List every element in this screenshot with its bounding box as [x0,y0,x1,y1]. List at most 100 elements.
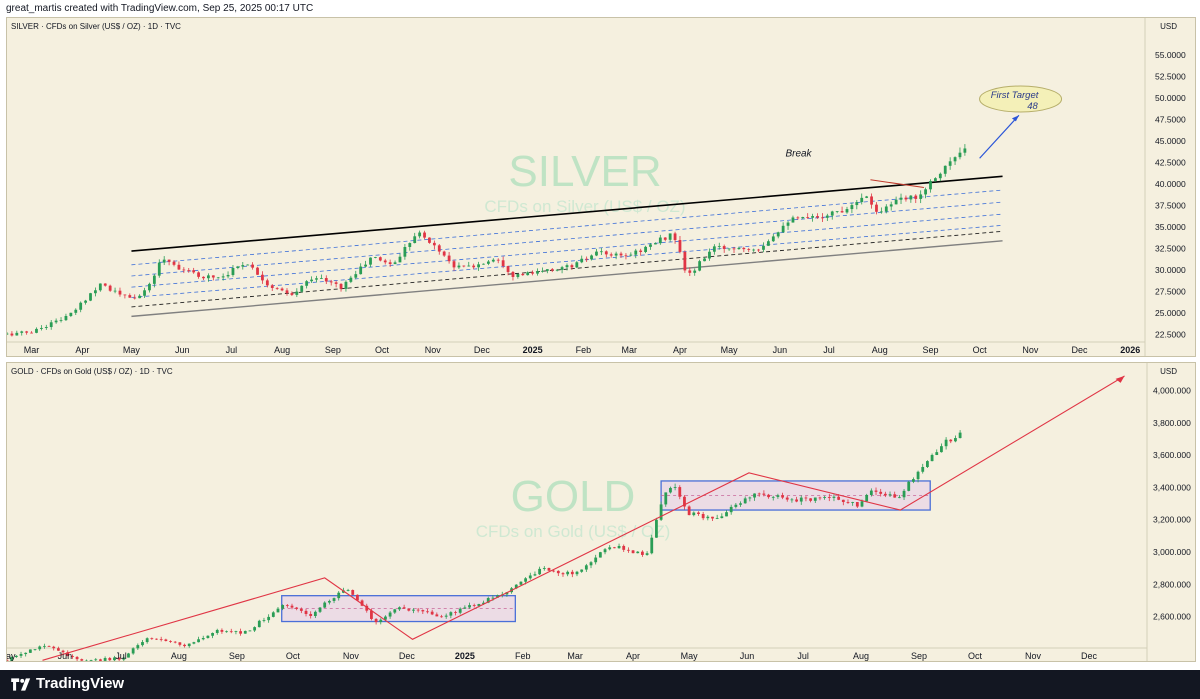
gold-time-tick-label: Oct [286,651,301,661]
candle-body [47,645,51,647]
gold-chart-svg[interactable]: GOLD CFDs on Gold (US$ / OZ) 4,000.000 3,… [7,363,1196,662]
gold-chart-pane[interactable]: GOLD · CFDs on Gold (US$ / OZ) · 1D · TV… [6,362,1196,662]
candle-body [44,327,48,328]
gold-currency-label: USD [1160,367,1177,376]
candle-body [143,290,146,296]
candle-body [835,211,839,212]
candle-body [644,246,647,253]
candle-body [634,250,638,255]
candle-body [678,240,682,252]
candle-body [413,236,417,244]
candle-body [851,502,855,503]
candle-body [949,439,953,442]
candle-body [781,225,785,233]
candle-body [729,506,733,513]
candle-body [344,281,348,289]
silver-time-tick-label: 2025 [523,345,543,355]
candle-body [187,270,191,271]
break-arrow [870,179,925,188]
candle-body [533,574,537,576]
candle-body [66,652,70,656]
candle-body [687,506,691,516]
candle-body [85,660,88,661]
candle-body [365,605,369,611]
silver-chart-title: SILVER · CFDs on Silver (US$ / OZ) · 1D … [11,22,181,31]
candle-body [781,495,784,498]
candle-body [276,608,280,613]
gold-time-axis[interactable]: May Jun Jul Aug Sep Oct Nov Dec 2025 Feb Mar Apr May… [7,651,1098,661]
candle-body [626,549,630,551]
candle-body [477,604,481,606]
candle-body [924,189,927,195]
candle-body [771,496,775,498]
gold-price-axis[interactable]: 4,000.000 3,800.000 3,600.000 3,400.000 3,20… [1153,385,1191,621]
candle-body [566,571,570,575]
candle-body [604,251,608,255]
candle-body [207,275,210,279]
candle-body [271,612,275,617]
candle-body [24,652,28,655]
silver-price-axis[interactable]: 55.0000 52.5000 50.0000 47.5000 45.0000 42.50… [1155,50,1186,339]
candle-body [192,270,196,273]
candle-body [940,446,943,453]
candle-body [603,549,607,553]
candle-body [162,259,166,263]
candle-body [211,632,214,636]
candle-body [919,194,923,199]
candle-body [458,608,462,613]
candle-body [659,504,663,520]
candle-body [827,496,831,498]
candle-body [622,545,626,550]
gold-tick-label: 4,000.000 [1153,385,1191,395]
candle-body [693,270,697,273]
candle-body [663,237,667,240]
gold-tick-label: 2,600.000 [1153,612,1191,622]
candle-body [790,499,794,501]
silver-chart-svg[interactable]: SILVER CFDs on Silver (US$ / OZ) Break F… [7,18,1196,357]
target-label: First Target [991,90,1039,101]
candle-body [354,274,358,278]
silver-chart-pane[interactable]: SILVER · CFDs on Silver (US$ / OZ) · 1D … [6,17,1196,357]
candle-body [388,612,392,617]
candle-body [785,497,789,500]
candle-body [457,265,461,268]
candle-body [295,607,299,609]
candle-body [206,635,210,639]
candle-body [103,283,107,286]
candle-body [472,605,476,606]
candle-body [80,659,84,661]
candle-body [801,217,805,219]
silver-tick-label: 52.5000 [1155,72,1186,82]
candle-body [482,602,485,605]
silver-time-axis[interactable]: Mar Apr May Jun Jul Aug Sep Oct Nov Dec 2025 Feb Mar… [24,345,1140,355]
candle-body [281,605,285,609]
candle-body [52,646,56,649]
candle-body [25,331,29,333]
candle-body [748,497,752,499]
candle-body [491,597,495,599]
candle-body [737,247,741,250]
gold-time-tick-label: Sep [229,651,245,661]
candle-body [192,642,196,644]
candle-body [825,215,829,218]
candle-body [173,641,177,643]
silver-tick-label: 50.0000 [1155,93,1186,103]
silver-time-tick-label: 2026 [1120,345,1140,355]
silver-time-tick-label: Aug [872,345,888,355]
candle-body [378,257,382,261]
candle-body [904,197,908,200]
candle-body [771,236,775,242]
candle-body [221,276,225,278]
candle-body [776,232,780,237]
candle-body [929,180,932,190]
candle-body [930,454,934,462]
candle-body [253,627,257,631]
candle-body [49,322,53,328]
candle-body [267,616,271,621]
silver-time-tick-label: Dec [474,345,491,355]
candle-body [10,657,14,661]
silver-tick-label: 40.0000 [1155,179,1186,189]
candle-body [349,277,353,282]
candle-body [131,648,135,654]
candle-body [614,253,618,256]
